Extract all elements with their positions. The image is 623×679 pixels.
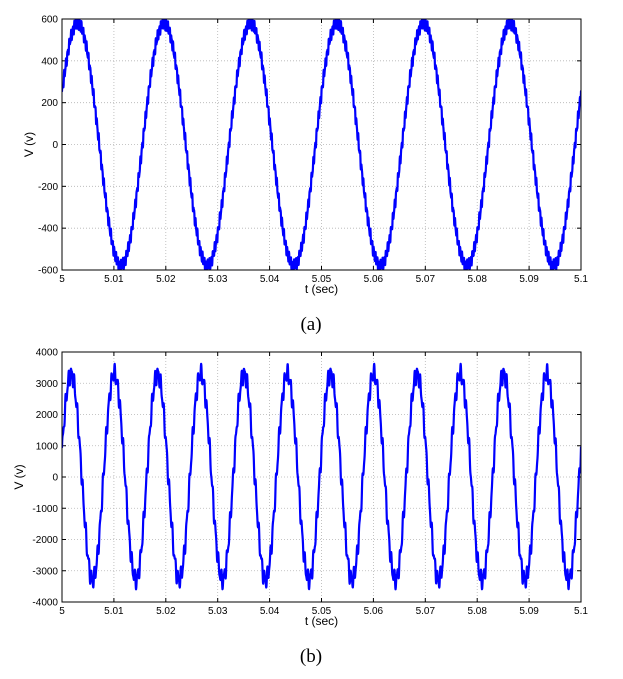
x-tick-label: 5.02 [156,274,176,285]
y-tick-label: 600 [41,15,58,26]
x-tick-label: 5 [59,274,65,285]
y-tick-label: 0 [52,473,58,484]
x-tick-label: 5.09 [519,606,539,617]
chart-b: 5 5.01 5.02 5.03 5.04 5.05 5.06 5.07 5.08 5.09 5.1… [12,348,588,668]
x-tick-label: 5.01 [104,606,124,617]
x-tick-label: 5.03 [208,274,228,285]
y-tick-label: 1000 [36,441,59,452]
x-tick-label: 5.02 [156,606,176,617]
y-tick-label: -4000 [32,598,58,609]
voltage-series-line [62,19,581,270]
y-tick-label: -2000 [32,535,58,546]
x-tick-label: 5 [59,606,65,617]
y-tick-label: -1000 [32,504,58,515]
x-tick-label: 5.08 [467,606,487,617]
y-tick-label: -200 [38,182,58,193]
x-tick-label: 5.07 [416,606,436,617]
y-tick-label: 200 [41,98,58,109]
x-tick-label: 5.03 [208,606,228,617]
x-axis-label: t (sec) [305,614,338,628]
x-tick-label: 5.06 [364,606,384,617]
y-tick-label: 2000 [36,410,59,421]
x-tick-label: 5.04 [260,606,280,617]
x-axis-label: t (sec) [305,282,338,296]
y-tick-label: -400 [38,224,58,235]
figure-caption: (a) [300,314,321,335]
plot-frame [61,18,582,271]
x-tick-label: 5.1 [574,606,588,617]
y-tick-label: -3000 [32,566,58,577]
y-axis-label: V (v) [12,464,26,489]
x-tick-label: 5.1 [574,274,588,285]
x-tick-label: 5.06 [364,274,384,285]
x-tick-label: 5.07 [416,274,436,285]
x-tick-label: 5.05 [312,606,332,617]
y-tick-label: 0 [52,140,58,151]
x-tick-label: 5.01 [104,274,124,285]
plot-frame [61,351,582,603]
voltage-series-line [62,362,581,591]
x-tick-label: 5.04 [260,274,280,285]
y-tick-label: 4000 [36,348,59,359]
figure-caption: (b) [300,646,322,667]
chart-a: 5 5.01 5.02 5.03 5.04 5.05 5.06 5.07 5.08 5.09 5.1… [22,15,588,336]
y-tick-label: -600 [38,266,58,277]
y-tick-label: 400 [41,56,58,67]
x-tick-label: 5.05 [312,274,332,285]
y-axis-label: V (v) [22,132,36,157]
x-tick-label: 5.09 [519,274,539,285]
y-tick-label: 3000 [36,379,59,390]
x-tick-label: 5.08 [467,274,487,285]
